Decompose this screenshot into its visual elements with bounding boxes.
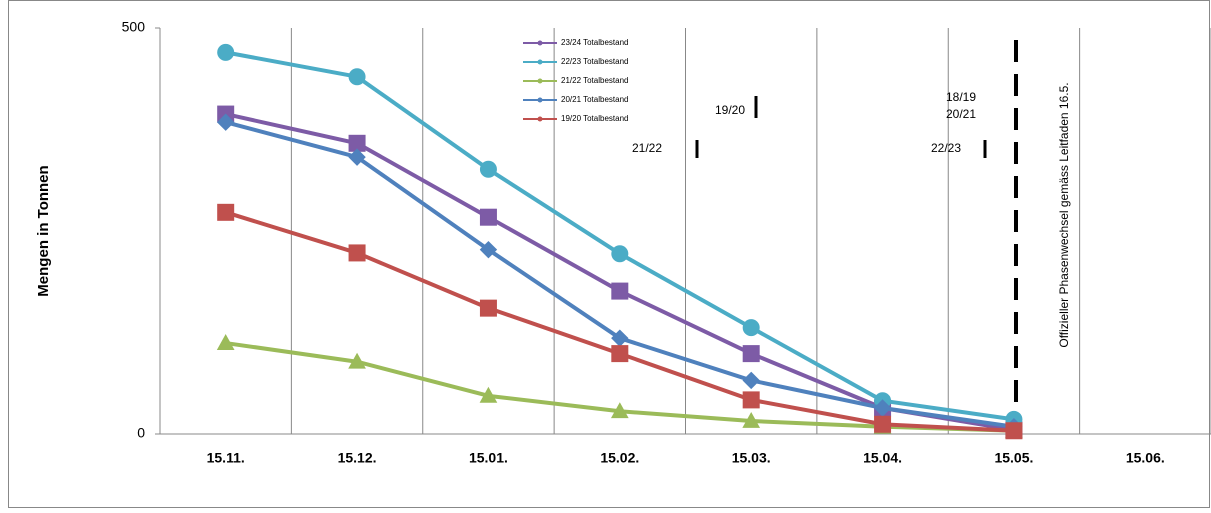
legend-label: 22/23 Totalbestand <box>561 57 628 66</box>
legend-marker <box>537 59 543 65</box>
point <box>348 148 366 166</box>
point <box>479 386 498 403</box>
point <box>874 415 892 433</box>
annotation: 18/19 <box>946 90 976 104</box>
legend-label: 21/22 Totalbestand <box>561 76 628 85</box>
x-tick-label: 15.12. <box>338 450 377 466</box>
x-tick-label: 15.05. <box>994 450 1033 466</box>
point <box>742 371 760 390</box>
y-axis-label: Mengen in Tonnen <box>35 165 52 296</box>
point <box>348 244 366 262</box>
point <box>742 391 760 409</box>
series <box>217 105 1023 439</box>
annotation-box <box>1048 30 1082 402</box>
annotation: 22/23 <box>931 141 961 155</box>
point <box>348 68 366 86</box>
series-line <box>225 112 1015 432</box>
legend-marker <box>537 40 543 46</box>
x-tick-label: 15.11. <box>207 450 245 466</box>
point <box>742 411 761 428</box>
point <box>611 245 629 263</box>
legend-label: 19/20 Totalbestand <box>561 114 628 123</box>
x-tick-label: 15.03. <box>732 450 771 466</box>
y-tick-label: 500 <box>122 19 146 35</box>
point <box>610 402 629 419</box>
legend-marker <box>537 116 543 122</box>
series-line <box>225 50 1015 422</box>
x-tick-label: 15.02. <box>600 450 639 466</box>
legend-label: 20/21 Totalbestand <box>561 95 628 104</box>
point <box>479 160 497 178</box>
series <box>217 203 1023 440</box>
y-tick-label: 0 <box>137 425 145 441</box>
x-tick-label: 15.04. <box>863 450 902 466</box>
x-tick-label: 15.06. <box>1126 450 1165 466</box>
series-line <box>225 210 1015 433</box>
point <box>216 113 235 131</box>
point <box>479 299 497 317</box>
annotation: 20/21 <box>946 107 976 121</box>
point <box>348 352 366 369</box>
point <box>742 345 760 363</box>
series <box>216 113 1023 436</box>
point <box>742 319 760 337</box>
annotation: 19/20 <box>715 103 745 117</box>
point <box>217 203 235 221</box>
point <box>479 240 498 259</box>
point <box>611 345 629 363</box>
point <box>1005 422 1023 440</box>
legend-marker <box>537 97 543 103</box>
point <box>611 282 629 300</box>
series-line <box>225 120 1015 429</box>
point <box>217 43 235 61</box>
point <box>479 208 497 226</box>
annotation: 21/22 <box>632 141 662 155</box>
legend-label: 23/24 Totalbestand <box>561 38 628 47</box>
annotation: Offizieller Phasenwechsel gemäss Leitfad… <box>1057 82 1071 347</box>
x-tick-label: 15.01. <box>469 450 508 466</box>
legend-marker <box>537 78 543 84</box>
point <box>216 334 235 350</box>
